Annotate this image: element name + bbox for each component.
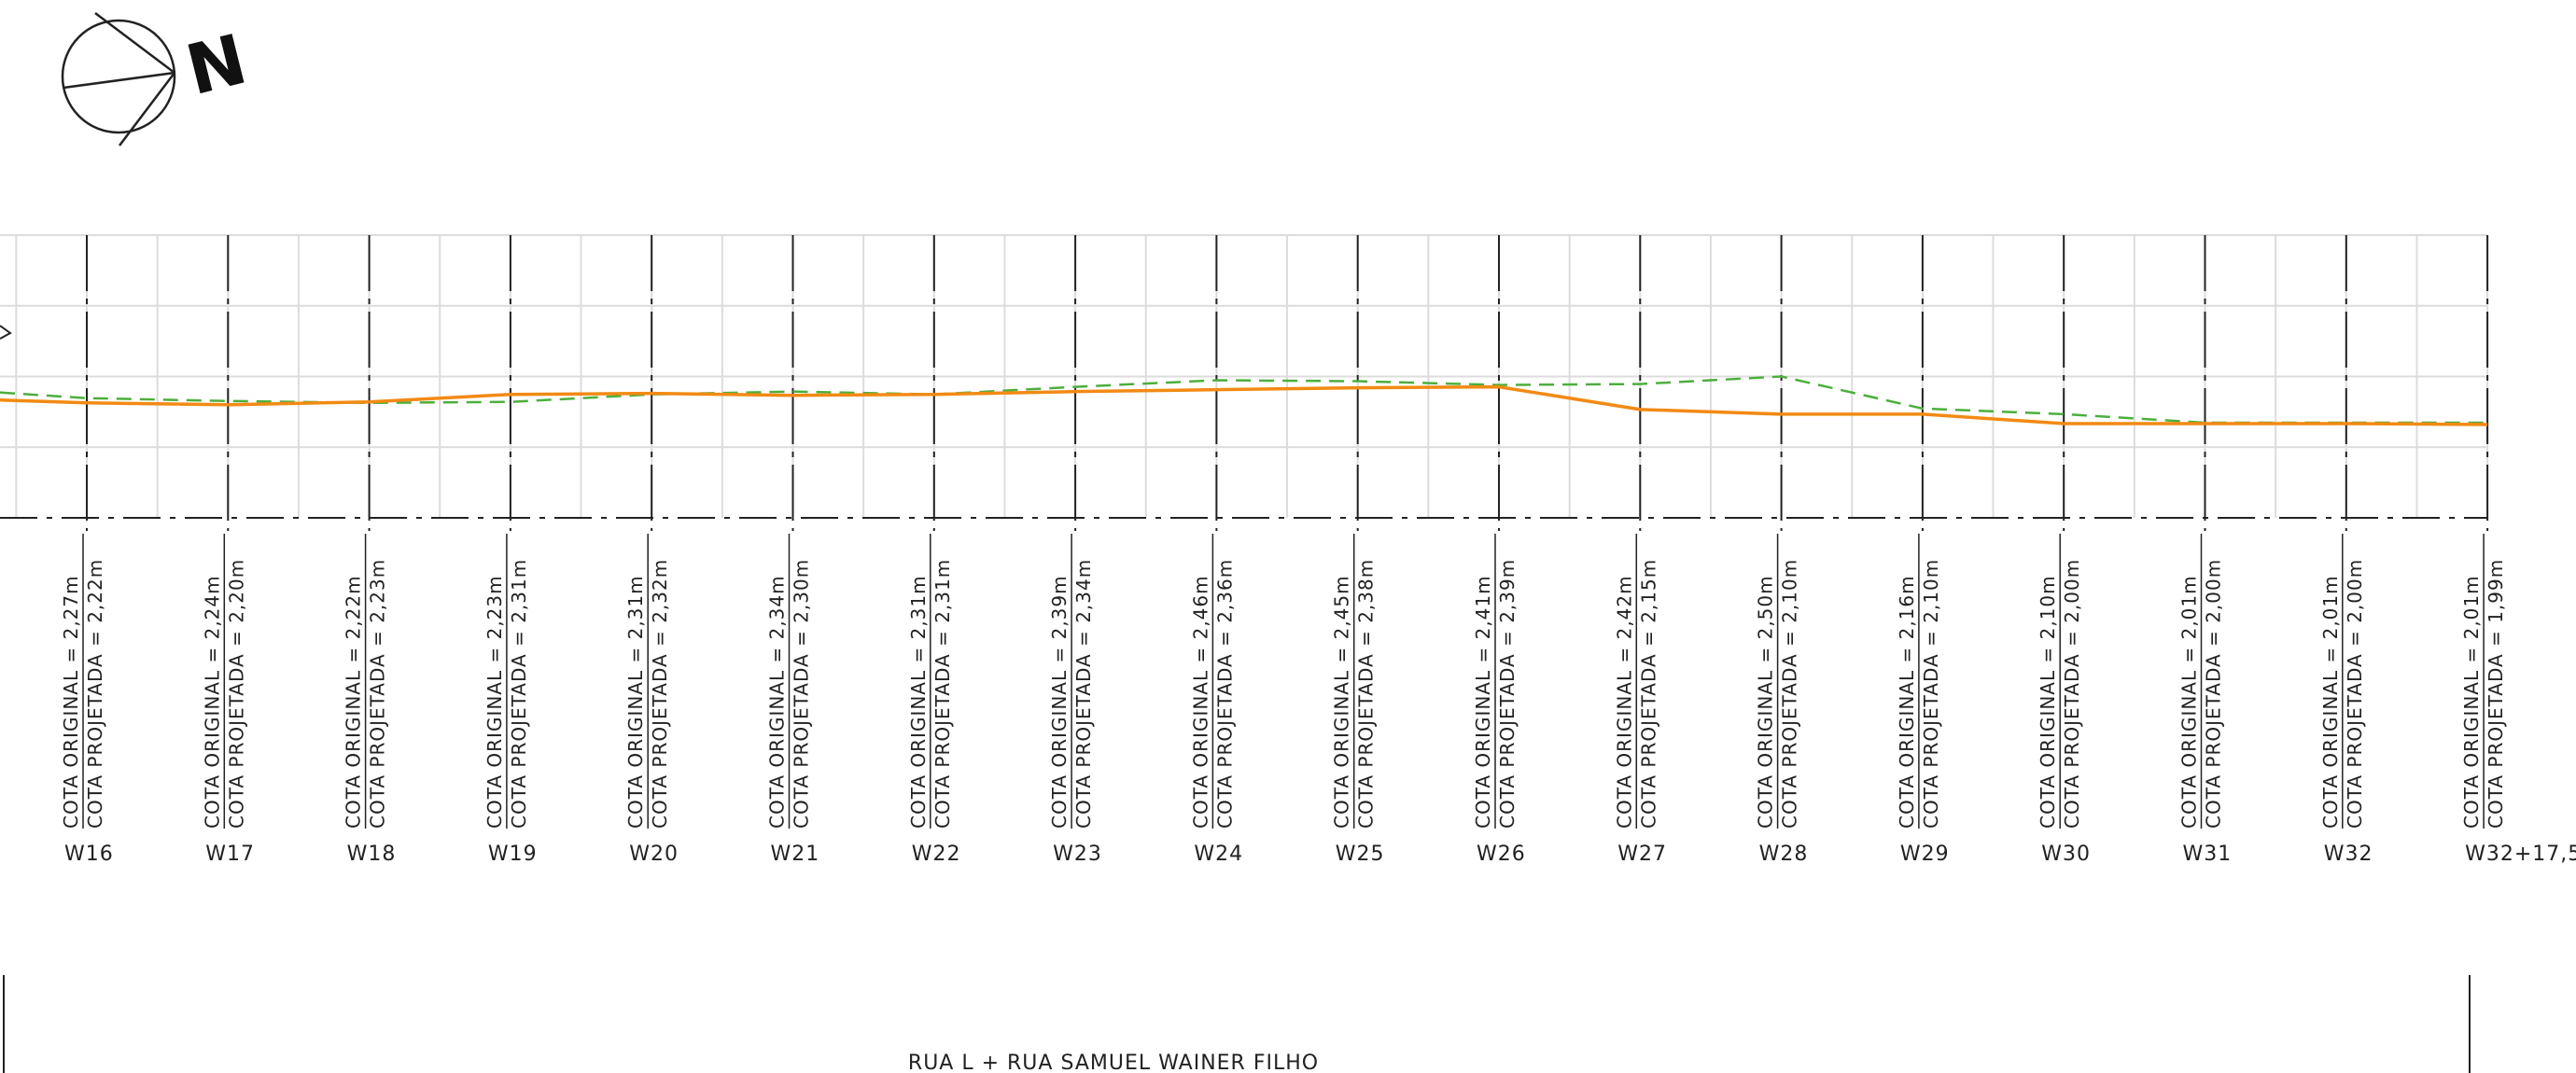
original-elevation-label: COTA ORIGINAL = 2,39m [1048, 575, 1071, 829]
original-elevation-label: COTA ORIGINAL = 2,41m [1472, 575, 1494, 829]
station-name-label: W31 [2183, 843, 2233, 866]
original-elevation-label: COTA ORIGINAL = 2,42m [1613, 575, 1635, 829]
station-lines [86, 235, 2489, 531]
station-name-label: W19 [488, 843, 538, 866]
station-name-label: W23 [1053, 843, 1102, 866]
projected-elevation-label: COTA PROJETADA = 2,10m [1920, 559, 1942, 829]
original-elevation-label: COTA ORIGINAL = 2,31m [624, 575, 647, 829]
projected-elevation-label: COTA PROJETADA = 2,36m [1213, 559, 1236, 829]
station-name-label: W21 [771, 843, 820, 866]
station-name-label: W29 [1900, 843, 1950, 866]
station-name-label: W20 [629, 843, 679, 866]
projected-elevation-label: COTA PROJETADA = 2,22m [84, 559, 106, 829]
original-elevation-label: COTA ORIGINAL = 2,27m [60, 575, 82, 829]
projected-elevation-label: COTA PROJETADA = 2,34m [1072, 559, 1095, 829]
original-elevation-label: COTA ORIGINAL = 2,01m [2460, 575, 2483, 829]
projected-elevation-label: COTA PROJETADA = 2,30m [791, 559, 813, 829]
projected-elevation-label: COTA PROJETADA = 2,00m [2344, 559, 2366, 829]
station-name-label: W32+17,50 [2465, 843, 2576, 866]
projected-elevation-label: COTA PROJETADA = 2,10m [1779, 559, 1801, 829]
projected-elevation-label: COTA PROJETADA = 2,39m [1496, 559, 1519, 829]
projected-ground-line [0, 384, 2488, 426]
original-elevation-label: COTA ORIGINAL = 2,23m [483, 575, 506, 829]
original-elevation-label: COTA ORIGINAL = 2,16m [1896, 575, 1918, 829]
station-name-label: W24 [1194, 843, 1243, 866]
original-elevation-label: COTA ORIGINAL = 2,34m [766, 575, 789, 829]
projected-elevation-label: COTA PROJETADA = 2,31m [508, 559, 530, 829]
projected-elevation-label: COTA PROJETADA = 2,15m [1637, 559, 1659, 829]
original-elevation-label: COTA ORIGINAL = 2,31m [907, 575, 930, 829]
projected-elevation-label: COTA PROJETADA = 2,00m [2203, 559, 2225, 829]
station-labels: COTA ORIGINAL = 2,27m COTA PROJETADA = 2,… [60, 534, 2576, 866]
profile-grid [0, 234, 2489, 519]
station-name-label: W32 [2324, 843, 2373, 866]
original-elevation-label: COTA ORIGINAL = 2,45m [1331, 575, 1353, 829]
station-name-label: W25 [1336, 843, 1385, 866]
original-elevation-label: COTA ORIGINAL = 2,01m [2319, 575, 2342, 829]
station-name-label: W28 [1759, 843, 1809, 866]
north-arrow-icon [61, 12, 176, 146]
projected-elevation-label: COTA PROJETADA = 2,38m [1355, 559, 1378, 829]
original-elevation-label: COTA ORIGINAL = 2,46m [1189, 575, 1211, 829]
projected-elevation-label: COTA PROJETADA = 2,20m [225, 559, 247, 829]
projected-elevation-label: COTA PROJETADA = 1,99m [2485, 559, 2507, 829]
original-elevation-label: COTA ORIGINAL = 2,10m [2037, 575, 2059, 829]
station-name-label: W26 [1477, 843, 1526, 866]
station-name-label: W16 [64, 843, 114, 866]
station-name-label: W22 [912, 843, 961, 866]
station-name-label: W18 [347, 843, 397, 866]
projected-elevation-label: COTA PROJETADA = 2,00m [2061, 559, 2083, 829]
projected-elevation-label: COTA PROJETADA = 2,23m [367, 559, 389, 829]
projected-elevation-label: COTA PROJETADA = 2,32m [649, 559, 671, 829]
station-name-label: W17 [205, 843, 255, 866]
station-name-label: W27 [1617, 843, 1667, 866]
projected-elevation-label: COTA PROJETADA = 2,31m [931, 559, 954, 829]
drawing-title: RUA L + RUA SAMUEL WAINER FILHO [908, 1052, 1319, 1073]
original-elevation-label: COTA ORIGINAL = 2,50m [1755, 575, 1777, 829]
north-letter: N [179, 20, 255, 111]
original-elevation-label: COTA ORIGINAL = 2,22m [343, 575, 365, 829]
station-name-label: W30 [2041, 843, 2091, 866]
level-marker-icon [0, 325, 12, 340]
original-ground-line [0, 375, 2488, 425]
original-elevation-label: COTA ORIGINAL = 2,24m [201, 575, 223, 829]
original-elevation-label: COTA ORIGINAL = 2,01m [2178, 575, 2201, 829]
